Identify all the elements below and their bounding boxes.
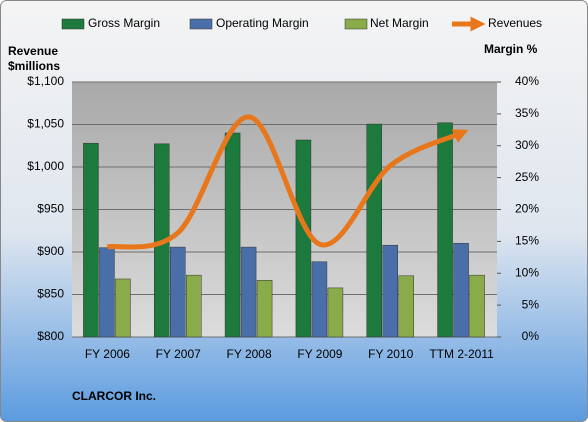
legend-label: Net Margin — [370, 16, 429, 30]
bar — [99, 247, 115, 338]
bar — [186, 274, 202, 338]
legend-swatch — [189, 18, 213, 30]
y2-tick-label: 40% — [515, 74, 539, 88]
bar — [469, 274, 485, 338]
y2-tick-label: 20% — [515, 202, 539, 216]
y2-tick-label: 35% — [515, 106, 539, 120]
bar — [83, 142, 99, 338]
bar — [437, 122, 453, 338]
bar — [327, 287, 344, 338]
y-tick-label: $800 — [37, 329, 64, 343]
bar — [453, 243, 469, 338]
y-tick-label: $1,050 — [27, 117, 64, 131]
y2-tick-label: 0% — [522, 329, 540, 343]
y-tick-label: $900 — [37, 244, 64, 258]
x-tick-label: TTM 2-2011 — [429, 347, 494, 361]
bar — [240, 246, 257, 338]
bar — [256, 280, 273, 338]
bar — [170, 246, 186, 338]
x-tick-label: FY 2008 — [227, 347, 272, 361]
bar — [295, 139, 312, 338]
bar — [115, 278, 131, 338]
line — [106, 114, 469, 250]
legend-swatch — [344, 18, 368, 30]
bar — [366, 123, 382, 338]
legend-label: Revenues — [488, 16, 542, 30]
y2-tick-label: 25% — [515, 170, 539, 184]
bar — [398, 275, 414, 338]
x-tick-label: FY 2006 — [85, 347, 130, 361]
y-tick-label: $850 — [37, 287, 64, 301]
y2-tick-label: 15% — [515, 234, 539, 248]
y-tick-label: $950 — [37, 202, 64, 216]
y2-tick-label: 10% — [515, 265, 539, 279]
x-tick-label: FY 2009 — [297, 347, 342, 361]
y-axis-title: Revenue $millions — [8, 44, 61, 73]
bar — [311, 261, 328, 338]
bar — [382, 244, 398, 338]
x-tick-label: FY 2010 — [368, 347, 413, 361]
legend-swatch — [61, 18, 85, 30]
y2-axis-title: Margin % — [484, 42, 538, 56]
bar — [224, 132, 241, 338]
y2-tick-label: 30% — [515, 138, 539, 152]
legend-label: Gross Margin — [88, 16, 160, 30]
x-tick-label: FY 2007 — [156, 347, 201, 361]
y2-tick-label: 5% — [522, 297, 540, 311]
legend-label: Operating Margin — [216, 16, 309, 30]
footer: CLARCOR Inc. — [72, 389, 156, 403]
y-tick-label: $1,000 — [27, 159, 64, 173]
y-tick-label: $1,100 — [27, 74, 64, 88]
